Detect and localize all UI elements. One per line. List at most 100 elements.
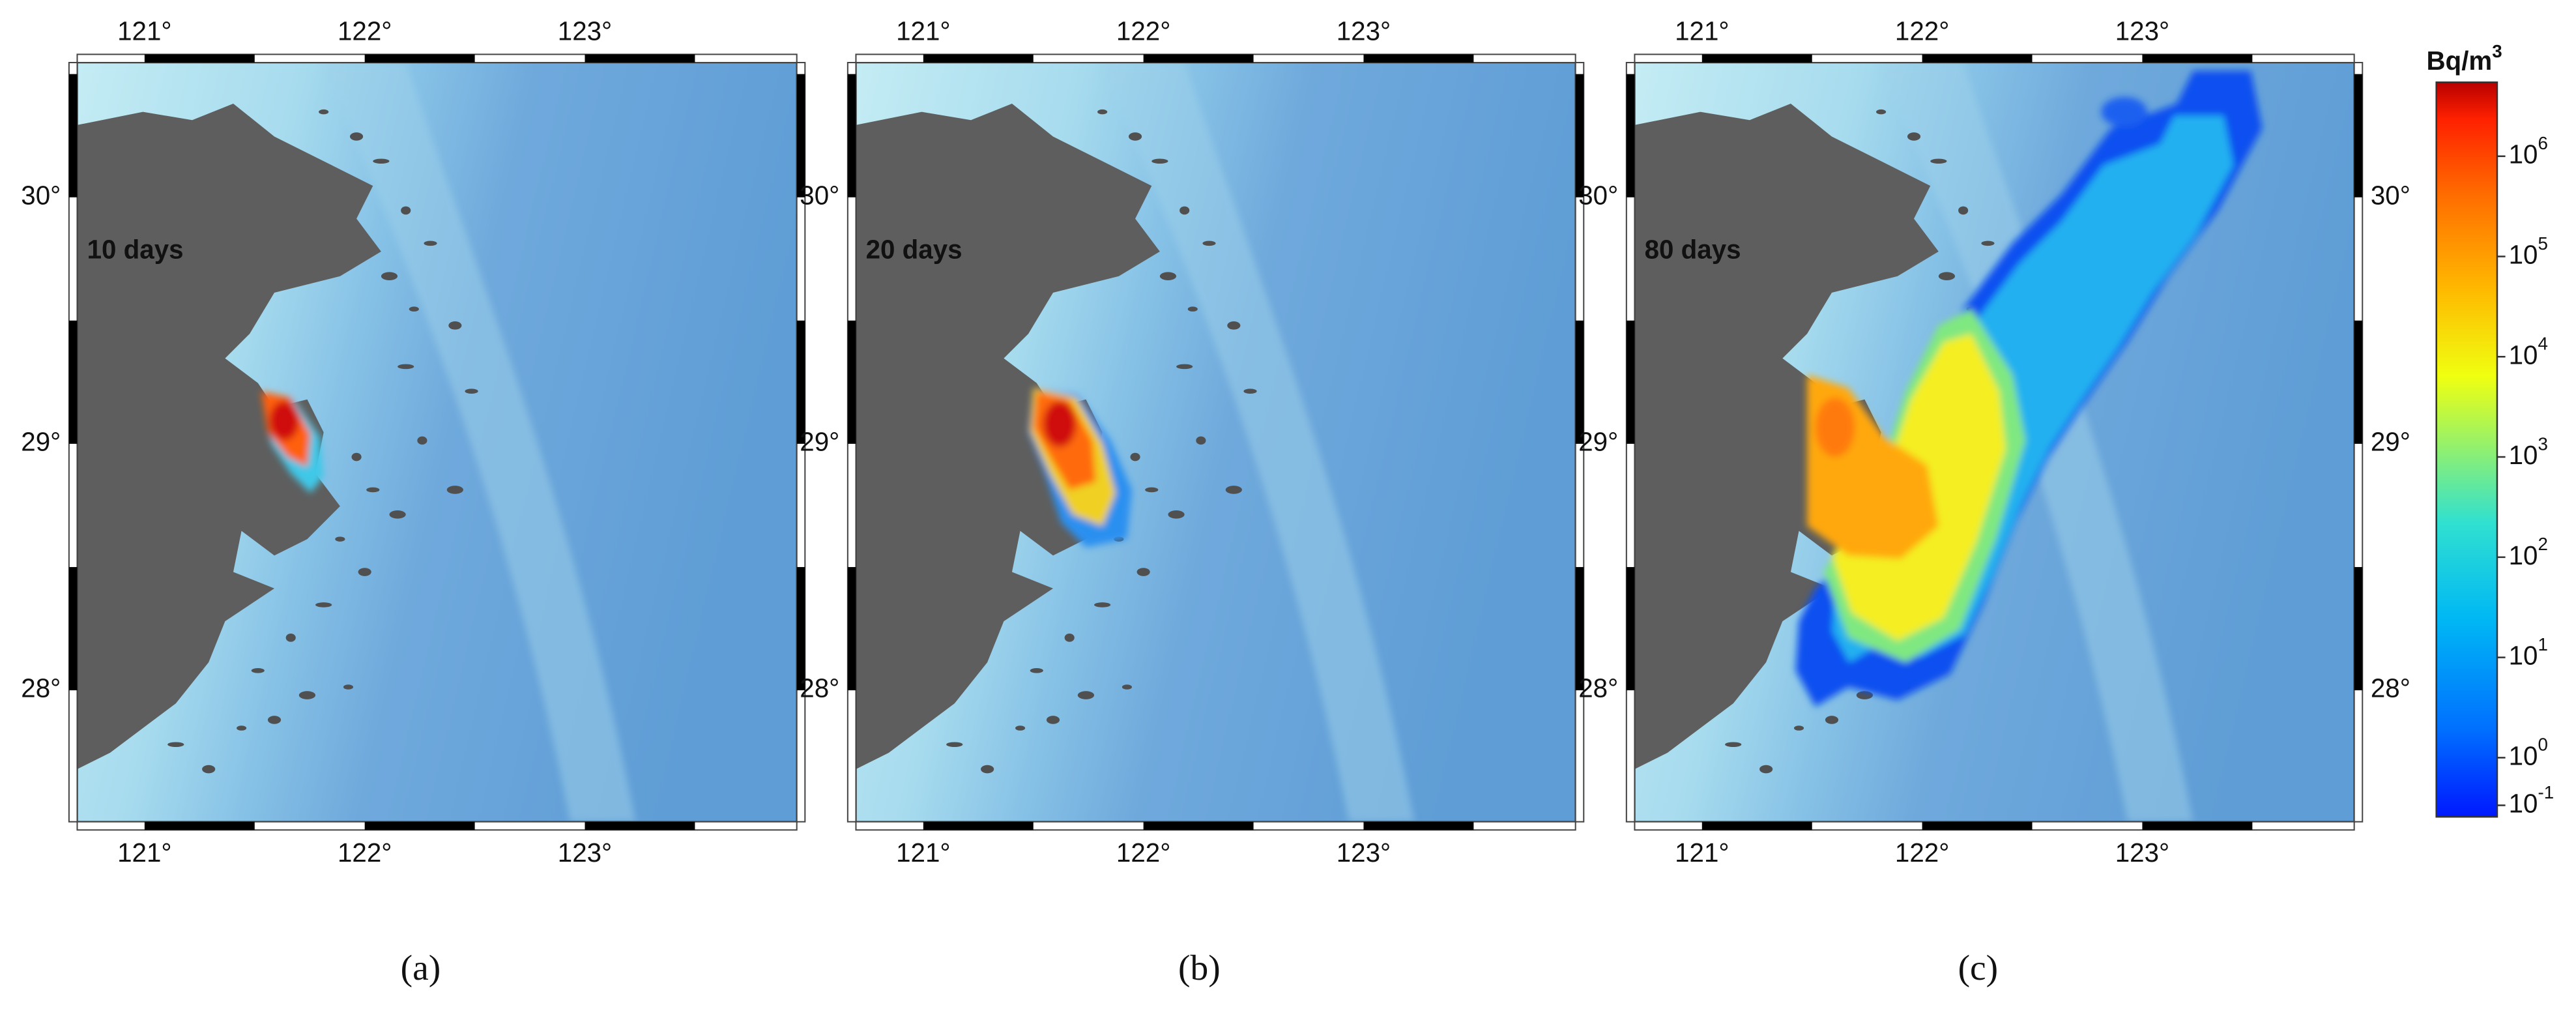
frame-segment [1922, 821, 2033, 830]
frame-segment [144, 54, 255, 63]
island [1168, 510, 1185, 519]
island [366, 487, 380, 493]
lat-label-right: 30° [2371, 180, 2410, 210]
shelf-band [1102, 62, 1415, 822]
land [1634, 104, 1939, 770]
map-body [77, 62, 797, 822]
lon-label-bottom: 121° [896, 838, 950, 868]
island [401, 206, 411, 215]
island [351, 452, 362, 461]
island [1930, 158, 1947, 164]
frame-segment [1363, 54, 1474, 63]
colorbar-tick-label: 103 [2509, 434, 2548, 470]
island [315, 602, 332, 607]
frame-segment [1626, 74, 1635, 197]
island [373, 158, 390, 164]
lon-label-bottom: 122° [1116, 838, 1170, 868]
lon-label-bottom: 123° [558, 838, 612, 868]
colorbar-unit: Bq/m [2426, 46, 2492, 76]
island [1243, 388, 1257, 394]
plume-hot [269, 401, 299, 441]
island [298, 691, 316, 699]
island [1128, 132, 1142, 141]
island [1064, 634, 1075, 642]
tick-exponent: 3 [2538, 434, 2547, 454]
island [1130, 452, 1140, 461]
tick-exponent: 2 [2538, 534, 2547, 555]
island [1159, 272, 1177, 281]
lat-label-left: 30° [1578, 180, 1618, 210]
tick-base: 10 [2509, 440, 2538, 470]
map-panel: 121° 121° 122° 122° 123° 123° 30° 29° 28° 20 days… [800, 16, 1585, 987]
frame-segment [364, 821, 475, 830]
island [202, 765, 216, 774]
frame-segment [1701, 821, 1812, 830]
island [251, 667, 265, 673]
island [1145, 487, 1159, 493]
island [1225, 486, 1242, 494]
island [1793, 725, 1804, 731]
frame-segment [1701, 54, 1812, 63]
frame-segment [923, 54, 1034, 63]
island [335, 536, 345, 542]
tick-exponent: 4 [2538, 334, 2547, 354]
island [1227, 321, 1241, 330]
island [1151, 158, 1168, 164]
lat-label-left: 29° [1578, 427, 1618, 457]
map-body [1634, 62, 2354, 822]
colorbar-gradient [2435, 81, 2498, 818]
frame-segment [2354, 74, 2363, 197]
frame-segment [1626, 566, 1635, 691]
panel-label: 10 days [87, 235, 184, 265]
island [981, 765, 994, 774]
panel-label: 20 days [866, 235, 962, 265]
lon-label-top: 123° [1337, 16, 1391, 46]
lat-label-right: 29° [2371, 427, 2410, 457]
panel-caption: (b) [1178, 948, 1221, 987]
colorbar-unit-exponent: 3 [2492, 41, 2502, 61]
lon-label-bottom: 122° [1895, 838, 1949, 868]
lon-label-top: 121° [1675, 16, 1729, 46]
island [1856, 691, 1873, 699]
tick-exponent: 0 [2538, 735, 2547, 755]
island [1136, 568, 1150, 576]
frame-segment [364, 54, 475, 63]
colorbar-tick-label: 105 [2509, 233, 2548, 269]
frame-segment [2142, 54, 2253, 63]
lon-label-top: 121° [117, 16, 171, 46]
tick-base: 10 [2509, 788, 2538, 818]
plume [1028, 388, 1133, 548]
panels: 121° 121° 122° 122° 123° 123° 30° 29° 28° 10 days… [21, 16, 2410, 987]
tick-exponent: 1 [2538, 634, 2547, 654]
lon-label-top: 123° [2115, 16, 2169, 46]
land [77, 104, 381, 770]
colorbar-tick-label: 10-1 [2509, 782, 2554, 818]
plume-hot [1043, 401, 1077, 447]
frame-segment [68, 320, 78, 444]
colorbar-title: Bq/m3 [2426, 41, 2502, 75]
frame-segment [847, 74, 856, 197]
island [1015, 725, 1026, 731]
lon-label-top: 122° [338, 16, 392, 46]
island [319, 109, 329, 115]
island [448, 321, 462, 330]
frame-segment [585, 54, 695, 63]
lon-label-bottom: 122° [338, 838, 392, 868]
island [267, 716, 282, 724]
island [417, 436, 427, 445]
lon-label-bottom: 121° [1675, 838, 1729, 868]
lat-label-left: 28° [21, 673, 61, 703]
frame-segment [1575, 566, 1584, 691]
lon-label-bottom: 123° [2115, 838, 2169, 868]
frame-segment [1143, 54, 1254, 63]
frame-segment [2142, 821, 2253, 830]
frame-segment [1143, 821, 1254, 830]
colorbar-tick-label: 102 [2509, 534, 2548, 570]
island [1176, 364, 1193, 370]
island [398, 364, 414, 370]
map-panel: 121° 121° 122° 122° 123° 123° 30° 29° 28° 10 days… [21, 16, 806, 987]
island [946, 742, 963, 748]
panel-caption: (c) [1958, 948, 1999, 987]
